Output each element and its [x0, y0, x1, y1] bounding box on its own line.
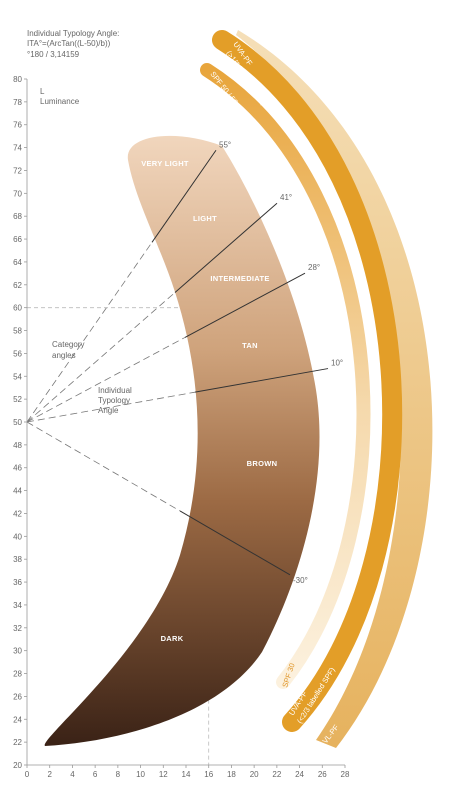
- y-tick-label: 20: [13, 761, 22, 770]
- x-tick-label: 4: [70, 770, 75, 779]
- x-tick-label: 8: [116, 770, 121, 779]
- angle-label: 41°: [280, 193, 292, 202]
- x-tick-label: 10: [136, 770, 145, 779]
- angle-line-dashed: [26, 391, 196, 423]
- angle-line-dashed: [26, 337, 186, 423]
- category-label: VERY LIGHT: [141, 159, 189, 168]
- angle-line: [174, 202, 278, 293]
- y-tick-label: 48: [13, 441, 22, 450]
- x-tick-label: 18: [227, 770, 236, 779]
- y-tick-label: 64: [13, 258, 22, 267]
- vl-band: [236, 30, 433, 748]
- annotation: Angle: [98, 406, 119, 415]
- y-tick-label: 36: [13, 578, 22, 587]
- x-tick-label: 12: [159, 770, 168, 779]
- category-label: DARK: [161, 634, 184, 643]
- y-tick-label: 42: [13, 509, 22, 518]
- category-labels: VERY LIGHT LIGHT INTERMEDIATE TAN BROWN …: [141, 159, 277, 643]
- x-tick-label: 2: [47, 770, 52, 779]
- angle-line-dashed: [26, 242, 153, 423]
- y-axis-label: Luminance: [40, 97, 80, 106]
- axes: 55°41°28°10°-30°202224262830323436384042…: [13, 75, 350, 779]
- y-tick-label: 78: [13, 98, 22, 107]
- y-tick-label: 56: [13, 349, 22, 358]
- angle-label: 28°: [308, 263, 320, 272]
- y-tick-label: 22: [13, 738, 22, 747]
- y-tick-label: 80: [13, 75, 22, 84]
- annotation: Typology: [98, 396, 130, 405]
- angle-line: [194, 368, 329, 393]
- angle-label: 10°: [331, 359, 343, 368]
- y-tick-label: 28: [13, 670, 22, 679]
- x-tick-label: 24: [295, 770, 304, 779]
- x-tick-label: 16: [204, 770, 213, 779]
- x-tick-label: 14: [182, 770, 191, 779]
- y-tick-label: 38: [13, 555, 22, 564]
- y-tick-label: 30: [13, 647, 22, 656]
- angle-line-dashed: [26, 421, 181, 512]
- x-tick-label: 28: [341, 770, 350, 779]
- y-tick-label: 72: [13, 166, 22, 175]
- uva-band: [212, 30, 403, 732]
- y-tick-label: 62: [13, 281, 22, 290]
- y-tick-label: 54: [13, 372, 22, 381]
- x-tick-label: 26: [318, 770, 327, 779]
- angle-label: -30°: [293, 576, 308, 585]
- annotation: Category: [52, 340, 84, 349]
- category-label: TAN: [242, 341, 258, 350]
- x-tick-label: 0: [25, 770, 30, 779]
- title-line: °180 / 3,14159: [27, 50, 80, 59]
- category-label: LIGHT: [193, 214, 217, 223]
- y-tick-label: 70: [13, 189, 22, 198]
- spf-band: [200, 63, 371, 689]
- y-tick-label: 52: [13, 395, 22, 404]
- x-tick-label: 6: [93, 770, 98, 779]
- title-line: Individual Typology Angle:: [27, 29, 119, 38]
- angle-line: [179, 510, 291, 576]
- annotation: angles: [52, 351, 76, 360]
- annotation: Individual: [98, 386, 132, 395]
- y-tick-label: 44: [13, 487, 22, 496]
- angle-label: 55°: [219, 140, 231, 149]
- y-tick-label: 50: [13, 418, 22, 427]
- y-axis-label: L: [40, 87, 45, 96]
- y-tick-label: 60: [13, 304, 22, 313]
- x-tick-label: 22: [272, 770, 281, 779]
- y-tick-label: 40: [13, 532, 22, 541]
- y-tick-label: 24: [13, 715, 22, 724]
- y-tick-label: 34: [13, 601, 22, 610]
- x-tick-label: 20: [250, 770, 259, 779]
- y-tick-label: 76: [13, 121, 22, 130]
- y-tick-label: 32: [13, 624, 22, 633]
- y-tick-label: 68: [13, 212, 22, 221]
- angle-line: [151, 149, 217, 243]
- y-tick-label: 26: [13, 692, 22, 701]
- title-line: ITA°=(ArcTan((L-50)/b)): [27, 39, 111, 48]
- y-tick-label: 66: [13, 235, 22, 244]
- title-block: Individual Typology Angle: ITA°=(ArcTan(…: [27, 29, 119, 59]
- category-label: INTERMEDIATE: [210, 274, 269, 283]
- category-label: BROWN: [247, 459, 278, 468]
- y-tick-label: 46: [13, 464, 22, 473]
- y-tick-label: 74: [13, 144, 22, 153]
- y-tick-label: 58: [13, 327, 22, 336]
- skin-tone-crescent: [44, 135, 320, 746]
- angle-line: [184, 272, 306, 338]
